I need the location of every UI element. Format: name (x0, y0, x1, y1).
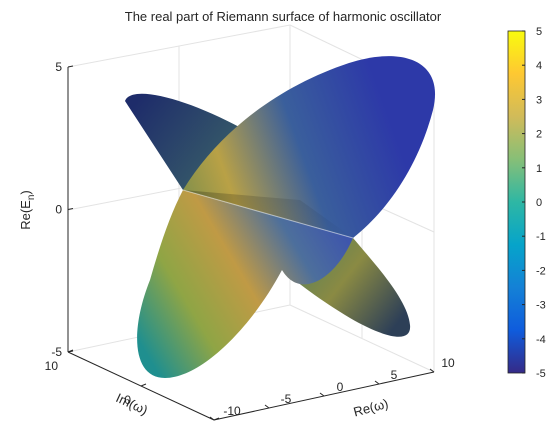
colorbar-tick-label: -3 (536, 300, 546, 312)
z-tick (67, 208, 74, 210)
colorbar-tick-label: 5 (536, 26, 542, 38)
x-ticks: -10 -5 0 5 10 (209, 356, 455, 421)
x-tick (429, 368, 435, 373)
surface-a-bottom (137, 190, 353, 378)
x-tick (319, 392, 325, 397)
colorbar-tick-label: 1 (536, 163, 542, 175)
z-tick (67, 65, 74, 68)
y-tick (140, 383, 147, 387)
colorbar-tick-label: -2 (536, 265, 546, 277)
y-tick-label: 10 (45, 359, 59, 373)
y-tick-label: -10 (187, 427, 205, 429)
colorbar-tick-label: 0 (536, 197, 542, 209)
y-axis-label: Im(ω) (114, 390, 150, 418)
chart-title: The real part of Riemann surface of harm… (125, 9, 442, 24)
colorbar-tick-label: -5 (536, 368, 546, 380)
colorbar-tick-label: 2 (536, 129, 542, 141)
box-edge (289, 304, 435, 373)
colorbar-tick-label: 3 (536, 94, 542, 106)
x-tick-label: 10 (441, 356, 455, 370)
x-tick-label: -5 (281, 392, 292, 406)
x-axis-label: Re(ω) (352, 396, 390, 420)
y-tick (67, 349, 74, 353)
z-axis-label: Re(En) (18, 190, 37, 230)
surface-a-top (183, 56, 436, 238)
surface-plot (125, 56, 436, 378)
intersection-line (182, 189, 354, 239)
x-tick (209, 416, 215, 421)
y-tick-label: 0 (124, 393, 131, 407)
x-tick (374, 380, 380, 385)
colorbar-tick-label: 4 (536, 60, 542, 72)
colorbar-tick-label: -1 (536, 231, 546, 243)
y-tick (213, 417, 220, 421)
z-ticks: 5 0 -5 (51, 60, 74, 359)
z-tick-label: 5 (55, 60, 62, 74)
x-tick (264, 404, 270, 409)
z-tick-label: -5 (51, 345, 62, 359)
colorbar-tick-label: -4 (536, 334, 546, 346)
colorbar-ticks: 5 4 3 2 1 0 -1 -2 -3 -4 -5 (522, 26, 546, 380)
y-ticks: 10 0 -10 (45, 349, 220, 429)
x-tick-label: 0 (337, 380, 344, 394)
x-tick-label: -10 (223, 404, 241, 418)
z-tick-label: 0 (55, 203, 62, 217)
x-tick-label: 5 (391, 368, 398, 382)
